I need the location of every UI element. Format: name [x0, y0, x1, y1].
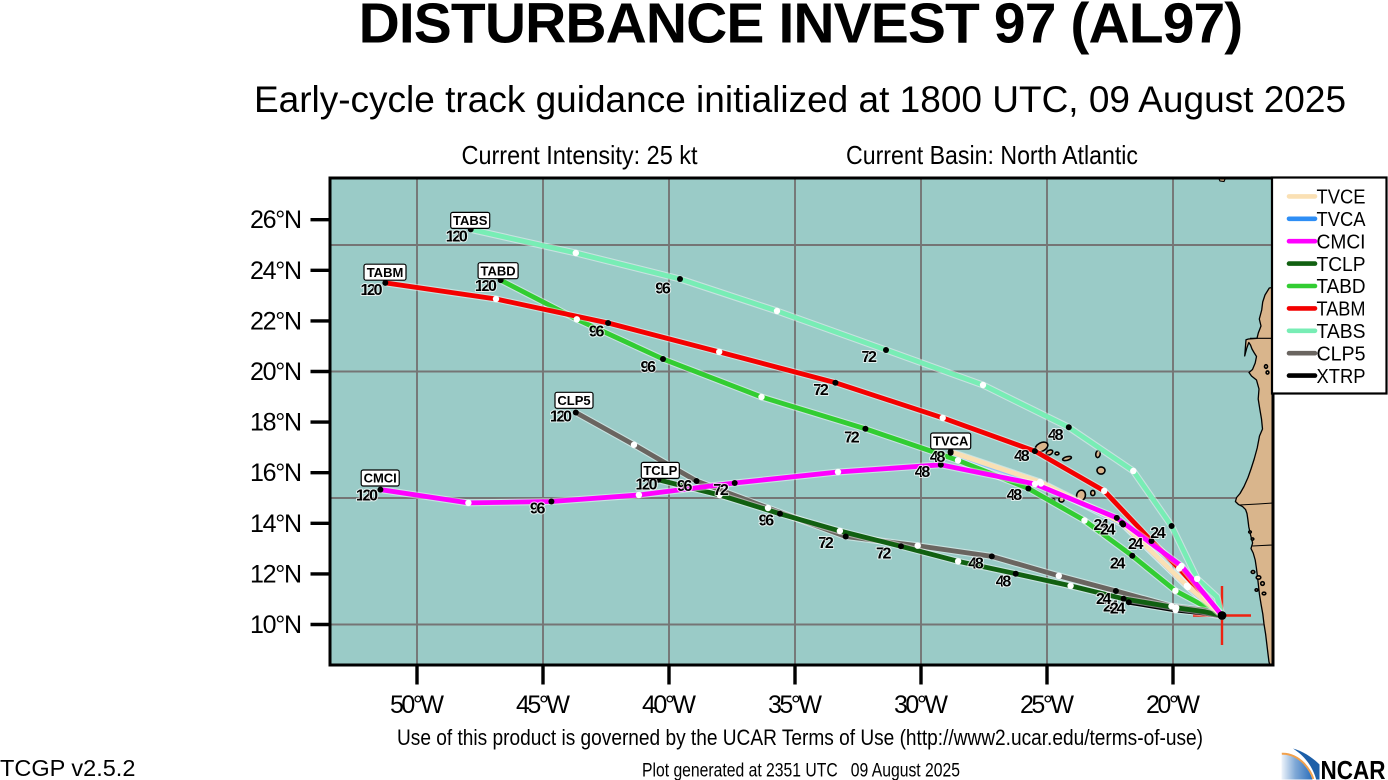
svg-text:TABD: TABD [481, 263, 516, 278]
svg-text:22°N: 22°N [250, 307, 302, 335]
svg-text:24: 24 [1093, 517, 1109, 534]
svg-text:24: 24 [1096, 591, 1112, 608]
svg-text:96: 96 [530, 500, 546, 517]
svg-text:24: 24 [1110, 555, 1126, 572]
svg-text:CLP5: CLP5 [1317, 342, 1366, 365]
svg-text:24: 24 [1103, 599, 1119, 616]
svg-text:TVCA: TVCA [1317, 208, 1366, 231]
svg-text:TCLP: TCLP [1317, 253, 1366, 276]
svg-text:20°W: 20°W [1146, 691, 1200, 719]
svg-text:TVCE: TVCE [1317, 186, 1366, 209]
svg-text:48: 48 [915, 464, 931, 481]
svg-text:24: 24 [1150, 525, 1166, 542]
svg-text:20°N: 20°N [250, 358, 302, 386]
svg-text:120: 120 [636, 477, 658, 494]
svg-text:Plot generated at 2351 UTC 0: Plot generated at 2351 UTC 09 August 202… [642, 761, 960, 780]
svg-text:48: 48 [1007, 487, 1023, 504]
svg-text:24: 24 [1128, 536, 1144, 553]
svg-text:120: 120 [361, 282, 383, 299]
svg-text:Current Basin: North Atlantic: Current Basin: North Atlantic [846, 140, 1138, 170]
svg-text:48: 48 [996, 574, 1012, 591]
svg-text:72: 72 [713, 482, 729, 499]
svg-text:48: 48 [930, 449, 946, 466]
svg-text:48: 48 [1048, 427, 1064, 444]
svg-text:72: 72 [813, 382, 829, 399]
svg-text:26°N: 26°N [250, 206, 302, 234]
svg-text:48: 48 [968, 556, 984, 573]
svg-text:Use of this product is governe: Use of this product is governed by the U… [397, 725, 1203, 750]
svg-text:16°N: 16°N [250, 459, 302, 487]
svg-text:45°W: 45°W [516, 691, 570, 719]
svg-text:Early-cycle track guidance ini: Early-cycle track guidance initialized a… [254, 79, 1346, 120]
svg-text:10°N: 10°N [250, 611, 302, 639]
svg-text:120: 120 [446, 229, 468, 246]
svg-text:24: 24 [1110, 600, 1126, 617]
svg-text:TABS: TABS [453, 213, 488, 228]
svg-text:TABM: TABM [367, 265, 404, 280]
svg-text:NCAR: NCAR [1321, 755, 1386, 780]
svg-text:24: 24 [1100, 522, 1116, 539]
svg-text:CMCI: CMCI [1317, 230, 1366, 253]
svg-text:50°W: 50°W [390, 691, 444, 719]
svg-text:XTRP: XTRP [1317, 365, 1366, 388]
svg-text:40°W: 40°W [642, 691, 696, 719]
svg-text:96: 96 [641, 359, 657, 376]
svg-text:DISTURBANCE INVEST 97 (AL97): DISTURBANCE INVEST 97 (AL97) [359, 0, 1243, 56]
svg-text:TABM: TABM [1317, 298, 1366, 321]
svg-text:96: 96 [677, 478, 693, 495]
svg-text:96: 96 [589, 323, 605, 340]
svg-text:TCLP: TCLP [643, 463, 677, 478]
svg-text:TCGP v2.5.2: TCGP v2.5.2 [0, 755, 135, 780]
svg-text:96: 96 [655, 281, 671, 298]
svg-text:24°N: 24°N [250, 257, 302, 285]
svg-text:96: 96 [759, 513, 775, 530]
svg-text:72: 72 [861, 349, 877, 366]
svg-text:120: 120 [475, 278, 497, 295]
svg-text:72: 72 [844, 430, 860, 447]
svg-text:72: 72 [876, 546, 892, 563]
svg-text:48: 48 [1014, 448, 1030, 465]
svg-text:25°W: 25°W [1020, 691, 1074, 719]
svg-text:TABD: TABD [1317, 275, 1366, 298]
svg-text:30°W: 30°W [894, 691, 948, 719]
svg-text:120: 120 [550, 409, 572, 426]
svg-text:35°W: 35°W [768, 691, 822, 719]
svg-text:Current Intensity: 25 kt: Current Intensity: 25 kt [462, 140, 699, 170]
svg-text:72: 72 [818, 535, 834, 552]
svg-text:TABS: TABS [1317, 320, 1366, 343]
svg-text:TVCA: TVCA [933, 434, 969, 449]
svg-text:18°N: 18°N [250, 409, 302, 437]
svg-text:CMCI: CMCI [364, 471, 397, 486]
svg-text:14°N: 14°N [250, 510, 302, 538]
svg-text:12°N: 12°N [250, 560, 302, 588]
svg-text:120: 120 [356, 487, 378, 504]
svg-text:CLP5: CLP5 [557, 393, 590, 408]
